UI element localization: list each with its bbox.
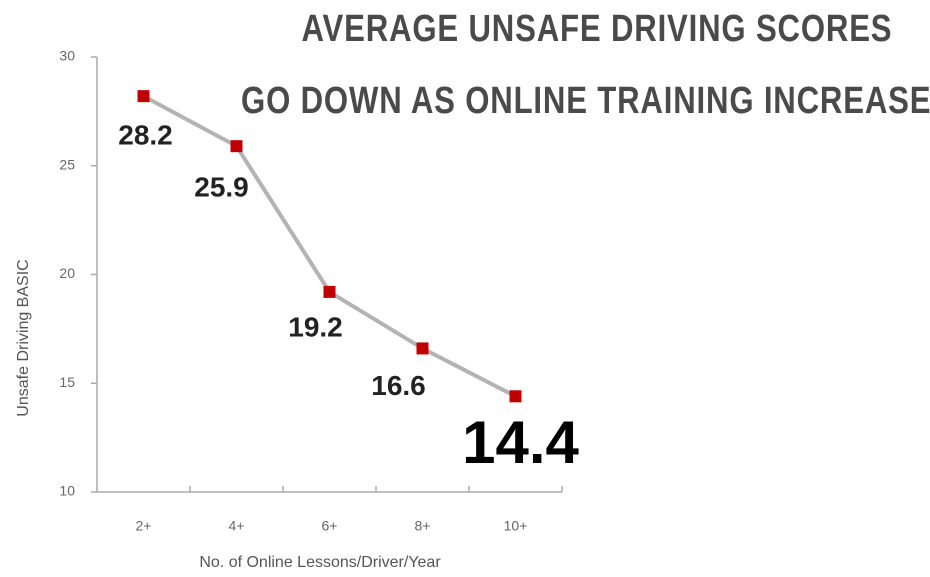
x-axis-label: No. of Online Lessons/Driver/Year <box>199 554 441 571</box>
y-tick-label: 25 <box>59 156 75 172</box>
marker <box>416 342 429 355</box>
y-tick-label: 20 <box>59 265 75 281</box>
y-tick-label: 30 <box>59 48 75 64</box>
y-tick-label: 15 <box>59 374 75 390</box>
marker <box>230 140 243 153</box>
y-axis-label: Unsafe Driving BASIC <box>15 259 32 416</box>
x-tick-label: 4+ <box>229 518 245 534</box>
data-label: 16.6 <box>371 370 426 401</box>
line <box>142 94 517 399</box>
marker <box>509 390 522 403</box>
y-tick-label: 10 <box>59 483 75 499</box>
marker <box>137 90 150 103</box>
chart-title: AVERAGE UNSAFE DRIVING SCORES <box>302 8 893 50</box>
x-tick-label: 8+ <box>415 518 431 534</box>
x-tick-label: 2+ <box>136 518 152 534</box>
data-label: 25.9 <box>194 172 249 203</box>
marker <box>323 285 336 298</box>
data-label: 14.4 <box>462 409 579 476</box>
x-tick-label: 10+ <box>504 518 528 534</box>
x-tick-label: 6+ <box>322 518 338 534</box>
data-label: 19.2 <box>288 311 343 342</box>
chart-title: GO DOWN AS ONLINE TRAINING INCREASES <box>241 80 930 122</box>
data-label: 28.2 <box>118 120 173 151</box>
